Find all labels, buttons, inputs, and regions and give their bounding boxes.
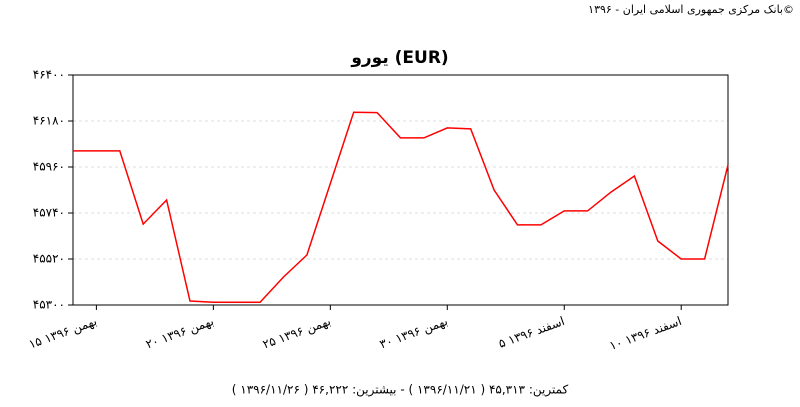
data-line — [73, 111, 729, 304]
footer-note: کمترین: ۴۵,۳۱۳ ( ۱۳۹۶/۱۱/۲۱ ) - بیشترین:… — [232, 383, 569, 398]
chart-title: یورو (EUR) — [350, 48, 448, 68]
y-tick-label: ۴۵۷۴۰ — [33, 206, 65, 220]
y-tick-label: ۴۵۵۲۰ — [33, 252, 65, 266]
y-tick-label: ۴۶۱۸۰ — [33, 114, 65, 128]
x-tick-label: ۵ اسفند ۱۳۹۶ — [497, 314, 567, 351]
x-tick-label: ۱۵ بهمن ۱۳۹۶ — [27, 314, 99, 352]
plot-frame — [72, 74, 729, 306]
x-tick-label: ۳۰ بهمن ۱۳۹۶ — [378, 314, 450, 352]
y-tick-label: ۴۵۳۰۰ — [33, 298, 65, 312]
x-tick-label: ۲۵ بهمن ۱۳۹۶ — [261, 314, 333, 352]
y-tick-label: ۴۵۹۶۰ — [33, 160, 65, 174]
y-tick-label: ۴۶۴۰۰ — [33, 68, 65, 82]
source-note: بانک مرکزی جمهوری اسلامی ایران - ۱۳۹۶© — [588, 3, 794, 16]
x-tick-label: ۲۰ بهمن ۱۳۹۶ — [144, 314, 216, 352]
x-tick-label: ۱۰ اسفند ۱۳۹۶ — [608, 314, 684, 353]
